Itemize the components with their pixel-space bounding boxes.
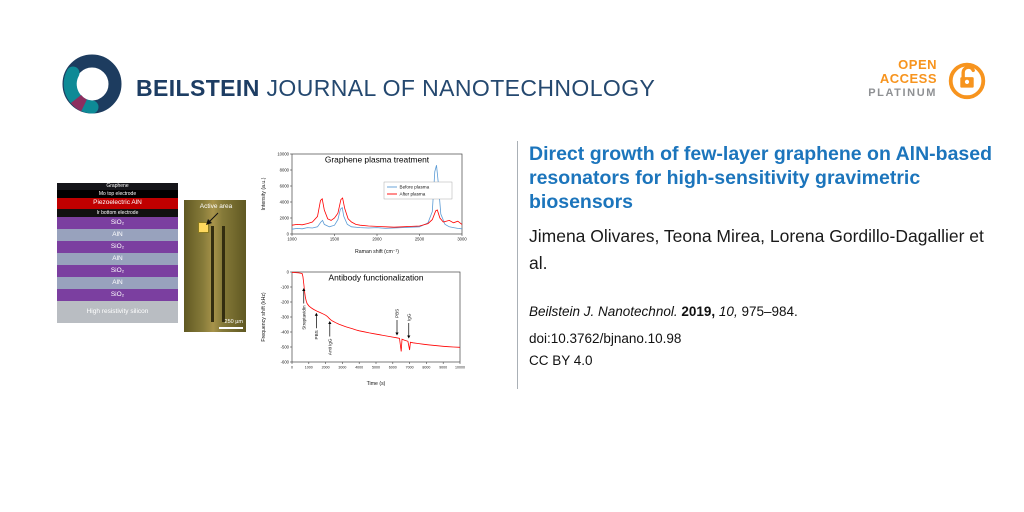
open-access-line2: ACCESS	[879, 71, 937, 87]
article-citation: Beilstein J. Nanotechnol. 2019, 10, 975–…	[529, 304, 997, 319]
stack-layer: AlN	[57, 253, 178, 265]
x-tick-label: 5000	[372, 366, 380, 370]
active-area-label: Active area	[199, 203, 233, 210]
stack-layer: Ir bottom electrode	[57, 209, 178, 217]
article-title: Direct growth of few-layer graphene on A…	[529, 143, 993, 213]
x-tick-label: 7000	[406, 366, 414, 370]
stack-layer: SiO₂	[57, 289, 178, 301]
open-access-line3: PLATINUM	[868, 86, 937, 99]
y-tick-label: -500	[281, 345, 290, 350]
open-access-line1: OPEN	[898, 57, 937, 73]
x-axis-label: Raman shift (cm⁻¹)	[355, 249, 399, 255]
scale-bar-line	[219, 327, 243, 329]
y-tick-label: 10000	[277, 152, 289, 157]
stack-layer: Piezoelectric AlN	[57, 198, 178, 209]
citation-journal: Beilstein J. Nanotechnol.	[529, 303, 678, 319]
y-tick-label: 0	[287, 232, 290, 237]
x-tick-label: 3000	[338, 366, 346, 370]
series-line	[291, 197, 463, 228]
beilstein-logo-icon	[62, 54, 122, 114]
open-access-text: OPEN ACCESS PLATINUM	[868, 58, 937, 99]
x-tick-label: 3000	[457, 237, 467, 242]
stack-layer: Graphene	[57, 183, 178, 190]
y-axis-label: Frequency shift (kHz)	[261, 292, 267, 342]
x-tick-label: 2500	[415, 237, 425, 242]
article-authors: Jimena Olivares, Teona Mirea, Lorena Gor…	[529, 226, 984, 273]
citation-year: 2019,	[681, 303, 716, 319]
y-tick-label: -200	[281, 300, 290, 305]
y-tick-label: 0	[287, 270, 290, 275]
y-axis-label: Intensity (a.u.)	[261, 177, 267, 210]
open-access-lock-icon	[948, 62, 986, 100]
y-tick-label: 6000	[280, 184, 290, 189]
x-tick-label: 10000	[455, 366, 465, 370]
x-axis-label: Time (s)	[367, 381, 386, 387]
article-doi: doi:10.3762/bjnano.10.98	[529, 330, 682, 346]
x-tick-label: 2000	[322, 366, 330, 370]
stack-layer: SiO₂	[57, 217, 178, 229]
x-tick-label: 1000	[287, 237, 297, 242]
annotation-label: IgG	[406, 313, 411, 321]
x-tick-label: 0	[291, 366, 293, 370]
micrograph: Active area 250 µm	[184, 200, 246, 332]
raman-spectra-chart: 1000 1500 2000 2500 3000 0 2000 4000 6000 8000 100…	[261, 152, 467, 256]
legend	[383, 181, 453, 200]
x-tick-label: 2000	[372, 237, 382, 242]
active-area-arrow-icon	[206, 212, 219, 225]
series-line	[291, 271, 461, 352]
scale-bar-label: 250 µm	[224, 319, 243, 326]
y-tick-label: 8000	[280, 168, 290, 173]
stack-layer: Mo top electrode	[57, 190, 178, 198]
stack-layer: SiO₂	[57, 265, 178, 277]
y-tick-label: -100	[281, 285, 290, 290]
legend-label: Before plasma	[400, 185, 430, 190]
open-access-badge: OPEN ACCESS PLATINUM	[868, 56, 990, 102]
y-tick-label: -600	[281, 360, 290, 365]
journal-brand: BEILSTEIN	[136, 75, 260, 101]
x-tick-label: 6000	[389, 366, 397, 370]
annotation-label: Streptavidin	[301, 305, 306, 330]
y-tick-label: -300	[281, 315, 290, 320]
stack-layer: AlN	[57, 229, 178, 241]
chart-title: Graphene plasma treatment	[325, 155, 430, 165]
citation-pages: 975–984.	[741, 303, 798, 319]
annotation-label: PBS	[395, 309, 400, 318]
y-tick-label: 4000	[280, 200, 290, 205]
annotation-label: Anti IgG	[328, 338, 333, 355]
functionalization-chart: 0 1000 2000 3000 4000 5000 6000 7000 8000 9000 100…	[261, 270, 465, 388]
active-area-pad	[198, 222, 209, 233]
scale-bar: 250 µm	[219, 319, 243, 329]
article-license: CC BY 4.0	[529, 352, 593, 368]
x-tick-label: 1500	[330, 237, 340, 242]
journal-name: BEILSTEIN JOURNAL OF NANOTECHNOLOGY	[136, 75, 655, 102]
resonator-slot	[222, 226, 225, 322]
x-tick-label: 4000	[355, 366, 363, 370]
stack-layer: High resistivity silicon	[57, 301, 178, 323]
x-tick-label: 8000	[422, 366, 430, 370]
annotation-label: PBS	[314, 330, 319, 339]
article-meta: Direct growth of few-layer graphene on A…	[529, 143, 997, 368]
y-tick-label: -400	[281, 330, 290, 335]
citation-volume: 10,	[718, 303, 738, 319]
stack-layer: SiO₂	[57, 241, 178, 253]
y-tick-label: 2000	[280, 216, 290, 221]
journal-subtitle: JOURNAL OF NANOTECHNOLOGY	[266, 75, 656, 101]
plot-frame	[291, 271, 461, 363]
stack-layer: AlN	[57, 277, 178, 289]
x-tick-label: 9000	[439, 366, 447, 370]
vertical-divider	[517, 141, 518, 389]
device-stack: Graphene Mo top electrode Piezoelectric Al…	[57, 183, 178, 323]
chart-title: Antibody functionalization	[329, 273, 424, 283]
legend-label: After plasma	[400, 192, 426, 197]
x-tick-label: 1000	[305, 366, 313, 370]
resonator-slot	[211, 226, 214, 322]
